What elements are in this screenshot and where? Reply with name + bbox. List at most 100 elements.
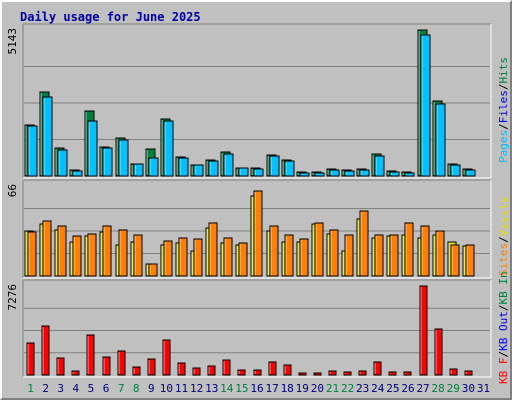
bar-sites-day-13 — [208, 222, 218, 277]
bar-kb-f-day-5 — [86, 334, 95, 376]
x-tick-label-16: 16 — [250, 382, 263, 395]
x-tick-label-28: 28 — [432, 382, 445, 395]
bar-sites-day-25 — [389, 234, 399, 277]
bar-sites-day-14 — [223, 237, 233, 277]
x-tick-label-7: 7 — [118, 382, 125, 395]
bar-sites-day-11 — [178, 237, 188, 277]
bar-kb-f-day-4 — [71, 370, 80, 376]
bar-pages-day-9 — [148, 157, 159, 177]
bar-pages-day-22 — [344, 170, 355, 177]
legend--label: / — [497, 236, 510, 243]
legend-kbf-label: KB F — [497, 358, 510, 385]
panel-0-legend: Pages/Files/Hits — [497, 57, 510, 163]
bar-kb-f-day-11 — [177, 362, 186, 376]
bar-pages-day-24 — [374, 155, 385, 177]
panel-0-scale-label: 5143 — [6, 28, 19, 55]
x-tick-label-26: 26 — [401, 382, 414, 395]
bar-sites-day-1 — [27, 231, 37, 277]
chart-title: Daily usage for June 2025 — [20, 10, 201, 24]
bar-pages-day-15 — [238, 167, 249, 177]
bar-kb-f-day-24 — [373, 361, 382, 376]
bar-sites-day-22 — [344, 234, 354, 277]
bar-kb-f-day-2 — [41, 325, 50, 376]
panel-1-scale-label: 66 — [6, 184, 19, 197]
legend-hits-label: Hits — [497, 57, 510, 84]
x-tick-label-12: 12 — [190, 382, 203, 395]
bar-pages-day-4 — [72, 170, 83, 177]
bar-sites-day-16 — [253, 190, 263, 277]
x-tick-label-10: 10 — [160, 382, 173, 395]
legend--label: / — [497, 351, 510, 358]
bar-pages-day-2 — [42, 96, 53, 177]
bar-sites-day-27 — [420, 225, 430, 277]
x-tick-label-29: 29 — [447, 382, 460, 395]
bar-sites-day-10 — [163, 240, 173, 277]
bar-pages-day-26 — [404, 172, 415, 177]
bar-sites-day-12 — [193, 238, 203, 277]
x-tick-label-24: 24 — [371, 382, 385, 395]
bar-pages-day-1 — [27, 125, 38, 177]
x-tick-label-9: 9 — [148, 382, 155, 395]
bar-kb-f-day-12 — [192, 367, 201, 376]
panel-2-legend: KB F/KB Out/KB In — [497, 271, 510, 384]
bar-kb-f-day-1 — [26, 342, 35, 376]
bar-kb-f-day-6 — [102, 356, 111, 376]
x-tick-label-8: 8 — [133, 382, 140, 395]
x-tick-label-2: 2 — [42, 382, 49, 395]
x-tick-label-18: 18 — [281, 382, 294, 395]
bar-kb-f-day-14 — [222, 359, 231, 376]
x-tick-label-3: 3 — [57, 382, 64, 395]
bar-sites-day-19 — [299, 238, 309, 277]
bar-pages-day-20 — [314, 172, 325, 177]
panel-2-scale-label: 7276 — [6, 284, 19, 311]
bar-sites-day-29 — [450, 244, 460, 277]
legend-kbin-label: KB In — [497, 271, 510, 304]
legend-pages-label: Pages — [497, 130, 510, 163]
bar-kb-f-day-13 — [207, 365, 216, 376]
x-tick-label-30: 30 — [462, 382, 475, 395]
bar-sites-day-9 — [148, 263, 158, 277]
bar-kb-f-day-3 — [56, 357, 65, 376]
bar-kb-f-day-26 — [403, 371, 412, 376]
bar-sites-day-5 — [87, 233, 97, 277]
bar-pages-day-23 — [359, 169, 370, 177]
bar-pages-day-11 — [178, 157, 189, 177]
bar-kb-f-day-16 — [253, 369, 262, 376]
panel-2-bg — [23, 280, 491, 377]
x-tick-label-1: 1 — [27, 382, 34, 395]
bar-sites-day-20 — [314, 222, 324, 277]
bar-kb-f-day-29 — [449, 368, 458, 376]
x-tick-label-5: 5 — [88, 382, 95, 395]
bar-pages-day-6 — [102, 147, 113, 177]
legend--label: / — [497, 305, 510, 312]
bar-kb-f-day-21 — [328, 370, 337, 376]
bar-sites-day-23 — [359, 210, 369, 277]
bar-pages-day-13 — [208, 160, 219, 177]
bar-pages-day-19 — [299, 172, 310, 177]
legend-visits-label: Visits — [497, 197, 510, 237]
bar-sites-day-15 — [238, 242, 248, 277]
bar-pages-day-25 — [389, 171, 400, 177]
x-tick-label-23: 23 — [356, 382, 369, 395]
bar-kb-f-day-18 — [283, 364, 292, 376]
legend-sites-label: Sites — [497, 243, 510, 276]
bar-kb-f-day-9 — [147, 358, 156, 376]
x-tick-label-6: 6 — [103, 382, 110, 395]
bar-sites-day-8 — [133, 234, 143, 277]
bar-kb-f-day-25 — [388, 371, 397, 376]
bar-kb-f-day-27 — [419, 285, 428, 376]
bar-kb-f-day-10 — [162, 339, 171, 376]
bar-pages-day-10 — [163, 120, 174, 177]
x-tick-label-4: 4 — [73, 382, 80, 395]
bar-kb-f-day-20 — [313, 372, 322, 376]
x-tick-label-19: 19 — [296, 382, 309, 395]
bar-pages-day-21 — [329, 169, 340, 177]
x-tick-label-17: 17 — [265, 382, 278, 395]
bar-pages-day-8 — [133, 163, 144, 177]
bar-pages-day-7 — [118, 139, 129, 177]
legend--label: / — [497, 84, 510, 91]
bar-kb-f-day-22 — [343, 371, 352, 376]
x-tick-label-21: 21 — [326, 382, 339, 395]
x-tick-label-22: 22 — [341, 382, 354, 395]
